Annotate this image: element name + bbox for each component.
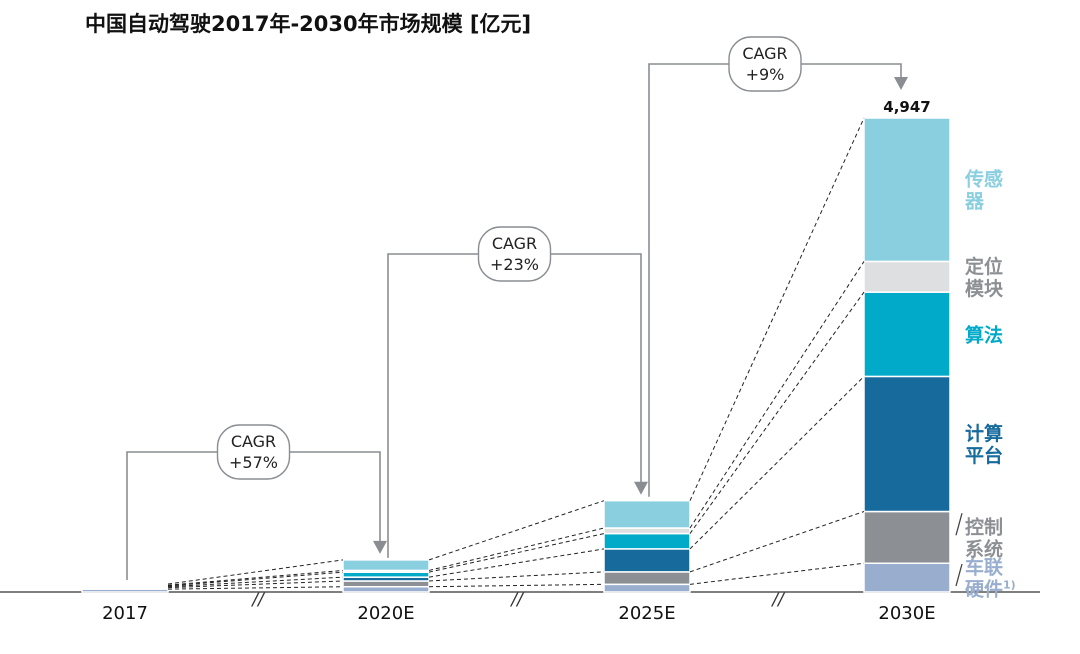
connector-line-2020E-算法 (428, 533, 605, 573)
legend-label-传感器: 传感器 (964, 168, 1003, 213)
connector-line-2020E-控制系统 (428, 571, 605, 582)
legend-label-计算平台: 计算平台 (965, 422, 1003, 467)
cagr-arrow-head (634, 481, 648, 495)
legend-label-定位模块: 定位模块 (965, 255, 1004, 300)
bar-segment-2030E-算法 (863, 291, 951, 378)
cagr-bracket-line (387, 253, 642, 558)
connector-line-2025E-算法 (689, 291, 865, 534)
connector-line-2020E-计算平台 (428, 548, 605, 578)
connector-line-2025E-计算平台 (689, 376, 865, 550)
connector-line-2025E-车联硬件 (689, 562, 865, 585)
axis-break-marker: // (250, 590, 266, 610)
connector-line-2020E-车联硬件 (428, 583, 605, 588)
connector-line-2020E-传感器 (428, 500, 605, 561)
legend-leader-line (955, 513, 963, 536)
cagr-label: CAGR (231, 432, 276, 451)
bar-segment-2030E-控制系统 (863, 510, 951, 565)
cagr-bubble (216, 424, 291, 480)
bar-segment-2025E-车联硬件 (603, 583, 691, 593)
cagr-value: +23% (490, 255, 539, 274)
bar-segment-2030E-计算平台 (863, 375, 951, 513)
axis-break-marker: // (509, 590, 525, 610)
legend-label-line: 硬件 (965, 578, 1003, 601)
bar-segment-2025E-控制系统 (603, 571, 691, 586)
bar-segment-2020E-传感器 (342, 559, 430, 572)
connector-line-2017-定位模块 (167, 569, 344, 586)
cagr-value: +9% (746, 65, 785, 84)
x-tick-label: 2017 (102, 603, 148, 624)
x-tick-label: 2020E (357, 603, 414, 624)
legend-label-line: 定位 (965, 255, 1003, 278)
bar-segment-2017-传感器 (81, 583, 169, 586)
bar-segment-2020E-控制系统 (342, 580, 430, 588)
cagr-bubble (728, 36, 802, 92)
legend-label-车联硬件: 车联硬件1) (965, 556, 1016, 601)
bar-segment-2020E-车联硬件 (342, 585, 430, 593)
connector-line-2025E-定位模块 (689, 261, 865, 529)
bar-segment-2025E-传感器 (603, 499, 691, 529)
cagr-bracket-line (648, 63, 902, 497)
cagr-arrow-head (894, 77, 908, 90)
cagr-bubble (477, 226, 552, 282)
legend-label-line: 平台 (965, 444, 1003, 467)
connector-line-2025E-控制系统 (689, 511, 865, 573)
bar-segment-2025E-定位模块 (603, 527, 691, 535)
legend-leader-line (955, 563, 963, 587)
legend-label-line: 控制 (965, 515, 1003, 538)
legend-label-line: 模块 (965, 277, 1004, 300)
legend-label-控制系统: 控制系统 (965, 515, 1003, 560)
legend-label-算法: 算法 (965, 323, 1003, 346)
legend-label-line: 器 (964, 191, 985, 213)
cagr-label: CAGR (492, 234, 537, 253)
connector-line-2017-算法 (167, 571, 344, 587)
chart-title: 中国自动驾驶2017年-2030年市场规模 [亿元] (85, 12, 532, 36)
legend-label-line: 计算 (965, 422, 1003, 445)
legend-label-line: 车联 (965, 556, 1003, 579)
bar-segment-2025E-计算平台 (603, 548, 691, 573)
connector-line-2017-控制系统 (167, 580, 344, 589)
connector-line-2020E-定位模块 (428, 527, 605, 571)
connector-line-2017-传感器 (167, 559, 344, 585)
cagr-arrow-head (373, 540, 387, 554)
bar-segment-2030E-车联硬件 (863, 562, 951, 593)
footnote-marker: 1) (1003, 579, 1016, 592)
connector-line-2025E-传感器 (689, 117, 865, 501)
cagr-value: +57% (229, 453, 278, 472)
connector-line-2017-计算平台 (167, 576, 344, 588)
cagr-label: CAGR (742, 44, 787, 63)
x-tick-label: 2025E (618, 603, 675, 624)
total-value-label: 4,947 (883, 98, 930, 116)
legend-label-line: 系统 (965, 537, 1003, 560)
bar-segment-2025E-算法 (603, 532, 691, 550)
legend-label-line: 传感 (964, 168, 1003, 191)
connector-line-2017-车联硬件 (167, 586, 344, 590)
bar-segment-2030E-传感器 (863, 117, 951, 263)
x-tick-label: 2030E (878, 603, 935, 624)
axis-break-marker: // (770, 590, 786, 610)
bar-segment-2030E-定位模块 (863, 260, 951, 293)
